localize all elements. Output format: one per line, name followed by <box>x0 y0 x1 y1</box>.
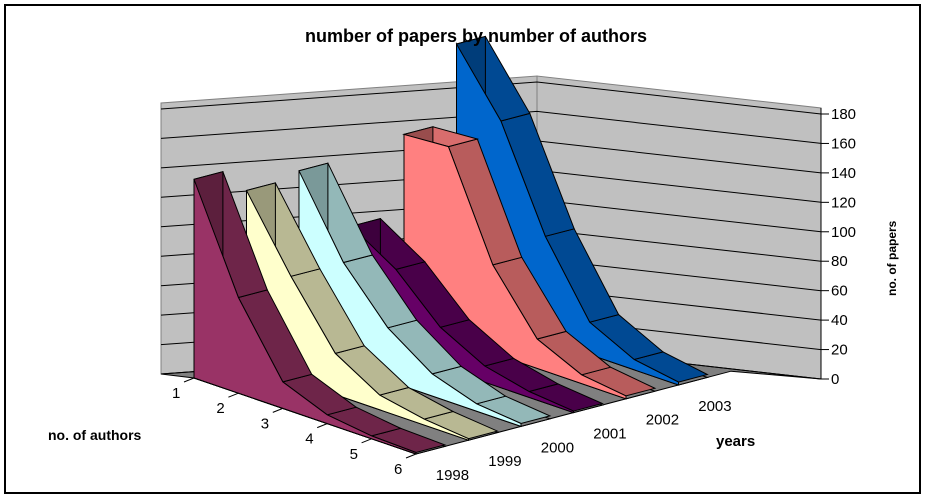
gridline <box>160 81 822 115</box>
value-tick-label: 40 <box>831 312 848 329</box>
category-tick-mark <box>361 438 372 444</box>
category-axis: 1 2 3 4 5 6 <box>172 377 417 478</box>
series-axis-label: 2000 <box>541 439 574 456</box>
series-axis-label: 1999 <box>488 453 521 470</box>
series-axis-label: 2001 <box>593 425 626 442</box>
chart-title: number of papers by number of authors <box>305 26 647 46</box>
value-tick-label: 100 <box>831 224 856 241</box>
depth-axis-title: years <box>716 433 755 450</box>
y-axis-title: no. of papers <box>885 220 899 296</box>
series-ribbons <box>192 35 710 455</box>
category-tick-label: 6 <box>394 461 402 478</box>
category-tick-mark <box>317 423 328 429</box>
category-tick-mark <box>183 377 195 383</box>
category-tick-label: 1 <box>172 385 180 402</box>
category-tick-mark <box>228 392 239 398</box>
value-tick-label: 0 <box>831 371 839 388</box>
category-tick-mark <box>405 453 417 459</box>
series-axis: 2003 2002 2001 2000 1999 1998 <box>436 398 732 484</box>
chart-svg: 0 20 40 60 80 100 120 140 160 180 1 2 3 4 5 6 2003 2002… <box>48 26 899 484</box>
category-tick-label: 3 <box>261 415 269 432</box>
series-axis-label: 2003 <box>698 398 731 415</box>
value-tick-label: 60 <box>831 283 848 300</box>
value-tick-label: 140 <box>831 165 856 182</box>
value-tick-label: 20 <box>831 342 848 359</box>
value-tick-label: 160 <box>831 135 856 152</box>
value-tick-label: 80 <box>831 253 848 270</box>
series-axis-label: 2002 <box>646 412 679 429</box>
category-tick-label: 4 <box>305 431 313 448</box>
category-tick-mark <box>272 407 283 413</box>
series-ribbon-1998 <box>192 171 447 455</box>
category-axis-line <box>193 377 417 455</box>
category-tick-label: 5 <box>350 446 358 463</box>
value-tick-label: 120 <box>831 194 856 211</box>
value-axis: 0 20 40 60 80 100 120 140 160 180 <box>820 106 856 388</box>
value-tick-label: 180 <box>831 106 856 123</box>
gridline <box>160 110 822 144</box>
chart-frame: 0 20 40 60 80 100 120 140 160 180 1 2 3 4 5 6 2003 2002… <box>4 4 921 494</box>
x-axis-title: no. of authors <box>48 427 142 443</box>
category-tick-label: 2 <box>216 400 224 417</box>
series-axis-label: 1998 <box>436 467 469 484</box>
